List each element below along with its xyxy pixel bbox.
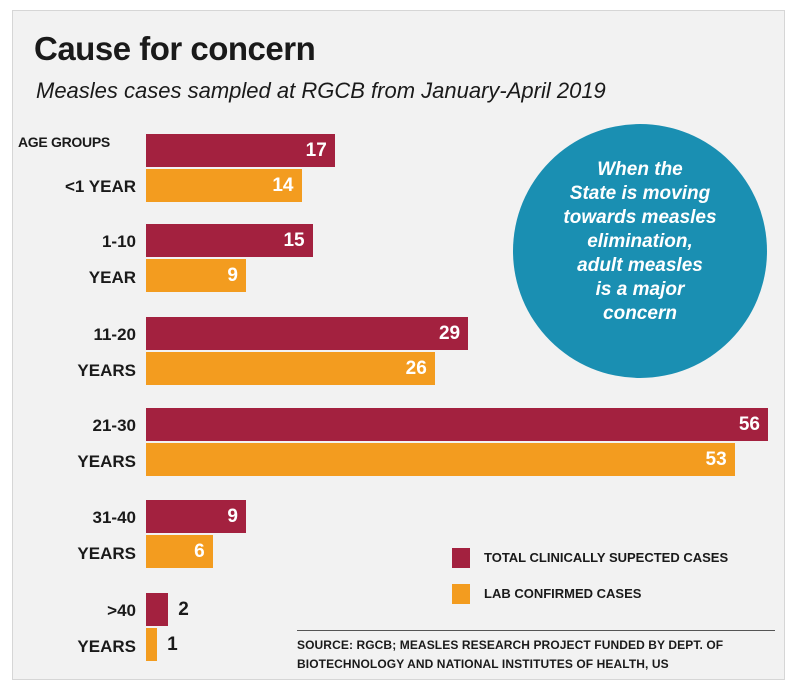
chart-subtitle: Measles cases sampled at RGCB from Janua… — [36, 78, 606, 103]
bar-suspected — [146, 134, 335, 167]
callout-line: When the — [597, 159, 683, 180]
legend-label-confirmed: LAB CONFIRMED CASES — [484, 586, 642, 601]
bar-value-label: 17 — [305, 140, 327, 161]
bar-value-label: 15 — [283, 230, 305, 251]
group-label: 21-30 YEARS — [18, 408, 136, 480]
bar-value-label: 56 — [738, 414, 760, 435]
callout-line: concern — [603, 303, 677, 324]
bar-suspected — [146, 500, 246, 533]
bar-confirmed — [146, 535, 213, 568]
age-groups-header: AGE GROUPS — [18, 134, 110, 150]
group-label: 31-40 YEARS — [18, 500, 136, 572]
bar-value-label: 2 — [178, 599, 189, 620]
group-label: 1-10 YEAR — [18, 224, 136, 296]
bar-confirmed — [146, 628, 158, 661]
bar-confirmed — [146, 443, 735, 476]
legend-label-suspected: TOTAL CLINICALLY SUPECTED CASES — [484, 550, 729, 565]
callout-line: elimination, — [587, 231, 693, 252]
group-label-line: >40 — [107, 601, 136, 620]
group-label-line: 1-10 — [101, 232, 136, 251]
legend-swatch-confirmed — [452, 584, 470, 604]
bar-suspected — [146, 317, 469, 350]
source-line: SOURCE: RGCB; MEASLES RESEARCH PROJECT F… — [297, 638, 724, 652]
bar-value-label: 53 — [705, 449, 727, 470]
source-note: SOURCE: RGCB; MEASLES RESEARCH PROJECT F… — [297, 636, 777, 674]
bar-value-label: 29 — [438, 323, 461, 344]
chart-title: Cause for concern — [34, 30, 316, 67]
source-divider — [297, 630, 775, 631]
bar-value-label: 9 — [227, 265, 238, 286]
bar-confirmed — [146, 259, 246, 292]
group-label: 11-20 YEARS — [18, 317, 136, 389]
callout-bubble — [513, 124, 767, 378]
group-label-line: 21-30 — [92, 416, 136, 435]
group-label: <1 YEAR — [18, 178, 136, 195]
group-label-line: YEAR — [88, 268, 136, 287]
source-line: BIOTECHNOLOGY AND NATIONAL INSTITUTES OF… — [297, 657, 669, 671]
bar-value-label: 6 — [194, 541, 205, 562]
group-label-line: 11-20 — [93, 325, 136, 344]
callout-line: State is moving — [569, 183, 711, 204]
callout-text: When the State is moving towards measles… — [513, 158, 767, 326]
callout-line: towards measles — [563, 207, 717, 228]
bar-suspected — [146, 408, 768, 441]
group-label-line: YEARS — [77, 637, 136, 656]
callout-line: is a major — [595, 279, 685, 300]
group-label-line: <1 YEAR — [64, 177, 136, 196]
bar-confirmed — [146, 169, 302, 202]
bar-suspected — [146, 593, 169, 626]
bar-suspected — [146, 224, 313, 257]
group-label-line: YEARS — [77, 452, 136, 471]
bar-value-label: 26 — [405, 358, 427, 379]
group-label: >40 YEARS — [18, 593, 136, 665]
bar-value-label: 14 — [272, 175, 294, 196]
group-label-line: YEARS — [77, 361, 136, 380]
bar-confirmed — [146, 352, 435, 385]
bar-value-label: 1 — [167, 634, 178, 655]
legend-swatch-suspected — [452, 548, 470, 568]
group-label-line: 31-40 — [92, 508, 136, 527]
bar-value-label: 9 — [227, 506, 238, 527]
group-label-line: YEARS — [77, 544, 136, 563]
callout-line: adult measles — [577, 255, 703, 276]
